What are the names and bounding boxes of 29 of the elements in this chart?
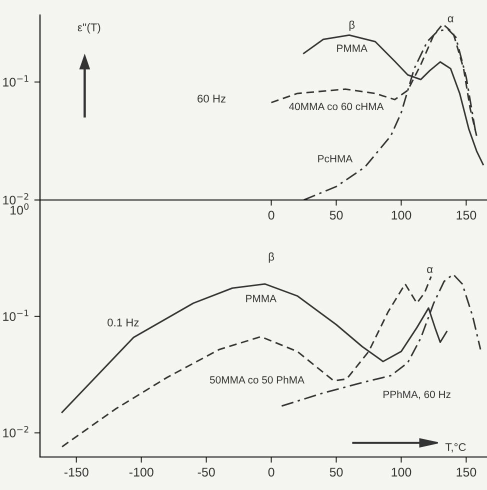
annotation: α xyxy=(427,266,433,274)
x-tick-label: 100 xyxy=(392,468,412,477)
series-label: PcHMA xyxy=(318,155,353,162)
series-label: 50MMA co 50 PhMA xyxy=(210,376,304,384)
x-tick-label: 50 xyxy=(330,468,343,477)
x-tick-label: -50 xyxy=(198,468,215,477)
x-tick-label: 0 xyxy=(268,468,274,477)
x-tick-label: -150 xyxy=(64,468,88,477)
x-tick-label: 0 xyxy=(268,210,274,220)
x-tick-label: -100 xyxy=(129,468,154,477)
x-axis-title: T,°C xyxy=(445,443,466,452)
y-axis-title: ε''(T) xyxy=(78,23,100,34)
x-tick-label: 150 xyxy=(456,468,476,477)
series-label: PMMA xyxy=(337,44,368,52)
x-tick-label: 100 xyxy=(392,210,412,220)
y-tick-label: 10$^{−1}$ xyxy=(3,75,28,87)
annotation: 60 Hz xyxy=(198,94,226,103)
annotation: 0.1 Hz xyxy=(108,318,139,326)
y-tick-label: 10$^{0}$ xyxy=(10,203,29,215)
x-tick-label: 50 xyxy=(330,210,343,220)
annotation: β xyxy=(268,252,274,263)
series-label: PPhMA, 60 Hz xyxy=(384,390,450,400)
series-label: PMMA xyxy=(246,294,277,302)
annotation: α xyxy=(448,16,454,22)
x-tick-label: 150 xyxy=(456,210,476,220)
annotation: β xyxy=(349,20,355,31)
series-label: 40MMA co 60 cHMA xyxy=(289,102,384,110)
y-tick-label: 10$^{−1}$ xyxy=(3,310,28,321)
y-tick-label: 10$^{−2}$ xyxy=(3,426,28,438)
